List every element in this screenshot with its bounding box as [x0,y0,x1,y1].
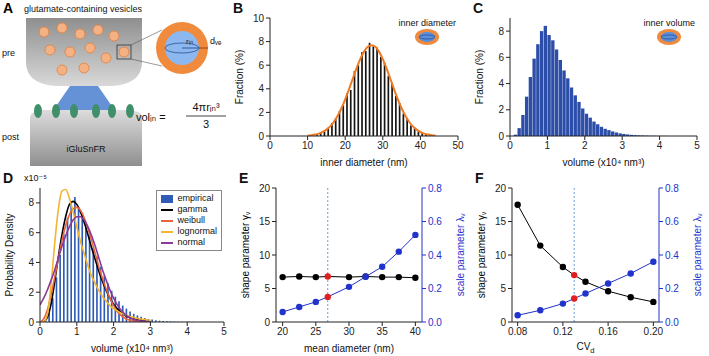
svg-text:1: 1 [74,326,80,337]
html-text:shape parameter γᵥ: shape parameter γᵥ [239,211,251,299]
svg-text:0.6: 0.6 [665,216,679,227]
svg-text:6: 6 [28,227,34,238]
html-text:B: B [233,0,244,16]
svg-text:2: 2 [582,140,588,151]
svg-text:0: 0 [264,317,270,328]
html-text:inner diameter (nm): inner diameter (nm) [320,156,408,168]
svg-text:0: 0 [37,326,43,337]
svg-text:0: 0 [267,140,273,151]
svg-text:post: post [2,132,20,142]
svg-text:4: 4 [657,140,663,151]
html-text:Fraction (%): Fraction (%) [233,49,245,105]
svg-text:6: 6 [498,52,504,63]
svg-text:0: 0 [28,317,34,328]
html-text:gamma: gamma [177,204,208,214]
svg-text:20: 20 [495,183,507,194]
svg-text:0.4: 0.4 [428,250,442,261]
svg-text:0: 0 [500,317,506,328]
svg-text:iGluSnFR: iGluSnFR [66,144,106,154]
svg-text:2: 2 [28,287,34,298]
svg-text:rᵢₙ: rᵢₙ [186,37,193,46]
svg-text:0.20: 0.20 [644,326,664,337]
html-text:Probability Density: Probability Density [3,213,15,297]
svg-text:40: 40 [415,140,427,151]
svg-text:10: 10 [302,140,314,151]
svg-text:0.2: 0.2 [665,283,679,294]
svg-text:0.0: 0.0 [665,317,679,328]
svg-text:0.8: 0.8 [428,183,442,194]
html-text:x10⁻⁵: x10⁻⁵ [24,173,47,183]
html-text:E: E [239,170,249,186]
svg-text:4: 4 [184,326,190,337]
svg-text:0.08: 0.08 [508,326,528,337]
svg-text:0.16: 0.16 [598,326,618,337]
svg-text:3: 3 [148,326,154,337]
svg-text:1: 1 [545,140,551,151]
svg-text:3: 3 [619,140,625,151]
html-text:D: D [3,170,14,186]
html-text:weibull: weibull [177,215,205,225]
svg-text:4: 4 [258,83,264,94]
svg-text:10: 10 [253,13,265,24]
svg-text:0.0: 0.0 [428,317,442,328]
svg-text:30: 30 [377,140,389,151]
svg-text:6: 6 [258,60,264,71]
svg-text:2: 2 [258,107,264,118]
html-text:Fraction (%): Fraction (%) [473,49,485,105]
svg-text:0: 0 [258,131,264,142]
svg-text:20: 20 [340,140,352,151]
html-text:inner volume: inner volume [643,18,695,28]
html-text:empirical: empirical [177,193,214,203]
svg-text:10: 10 [495,250,507,261]
svg-text:20: 20 [259,183,271,194]
svg-text:3: 3 [203,118,209,130]
svg-text:8: 8 [28,197,34,208]
html-text:scale parameter λᵥ: scale parameter λᵥ [454,213,466,297]
svg-text:2: 2 [498,104,504,115]
svg-text:4: 4 [28,257,34,268]
html-text:scale parameter λᵥ: scale parameter λᵥ [691,213,703,297]
html-text:volume (x10⁴ nm³): volume (x10⁴ nm³) [562,156,645,168]
html-text:C: C [473,0,484,16]
svg-text:5: 5 [221,326,227,337]
html-text:shape parameter γᵥ: shape parameter γᵥ [475,211,487,299]
svg-text:0: 0 [507,140,513,151]
svg-text:0.6: 0.6 [428,216,442,227]
svg-text:0.12: 0.12 [553,326,573,337]
svg-text:40: 40 [410,326,422,337]
html-text:inner diameter: inner diameter [398,18,456,28]
svg-text:30: 30 [343,326,355,337]
html-text:F: F [475,170,484,186]
svg-text:15: 15 [259,216,271,227]
svg-text:10: 10 [259,250,271,261]
svg-text:dᵥₑ: dᵥₑ [210,36,222,46]
svg-text:2: 2 [111,326,117,337]
svg-text:5: 5 [694,140,700,151]
svg-text:pre: pre [2,48,15,58]
svg-text:0.8: 0.8 [665,183,679,194]
svg-text:4: 4 [498,78,504,89]
svg-text:A: A [3,0,13,16]
html-text:CVd: CVd [576,341,595,355]
svg-text:5: 5 [264,283,270,294]
svg-text:25: 25 [310,326,322,337]
svg-text:4πrᵢₙ³: 4πrᵢₙ³ [192,101,219,113]
svg-text:8: 8 [258,36,264,47]
svg-text:0: 0 [498,131,504,142]
svg-text:50: 50 [452,140,464,151]
html-text:mean diameter (nm): mean diameter (nm) [304,342,394,354]
svg-text:5: 5 [500,283,506,294]
svg-text:0.2: 0.2 [428,283,442,294]
html-text:volume (x10⁴ nm³): volume (x10⁴ nm³) [90,342,174,354]
html-text:normal: normal [177,237,205,247]
svg-text:15: 15 [495,216,507,227]
svg-text:glutamate-containing vesicles: glutamate-containing vesicles [24,4,143,14]
svg-text:20: 20 [277,326,289,337]
svg-text:35: 35 [377,326,389,337]
svg-text:0.4: 0.4 [665,250,679,261]
svg-text:volᵢₙ =: volᵢₙ = [136,111,166,123]
svg-text:8: 8 [498,26,504,37]
html-text:lognormal: lognormal [177,226,217,236]
